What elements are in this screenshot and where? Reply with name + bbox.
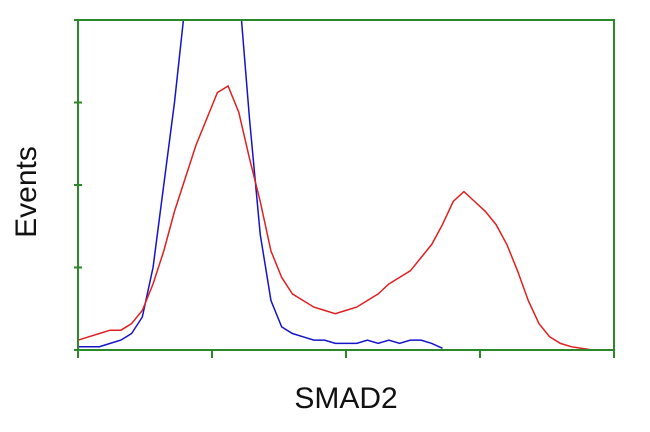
- y-axis-label: Events: [10, 146, 43, 238]
- histogram-line: [78, 84, 614, 350]
- plot-frame: [77, 19, 615, 351]
- x-axis-label: SMAD2: [294, 382, 397, 415]
- histogram-line: [78, 20, 443, 350]
